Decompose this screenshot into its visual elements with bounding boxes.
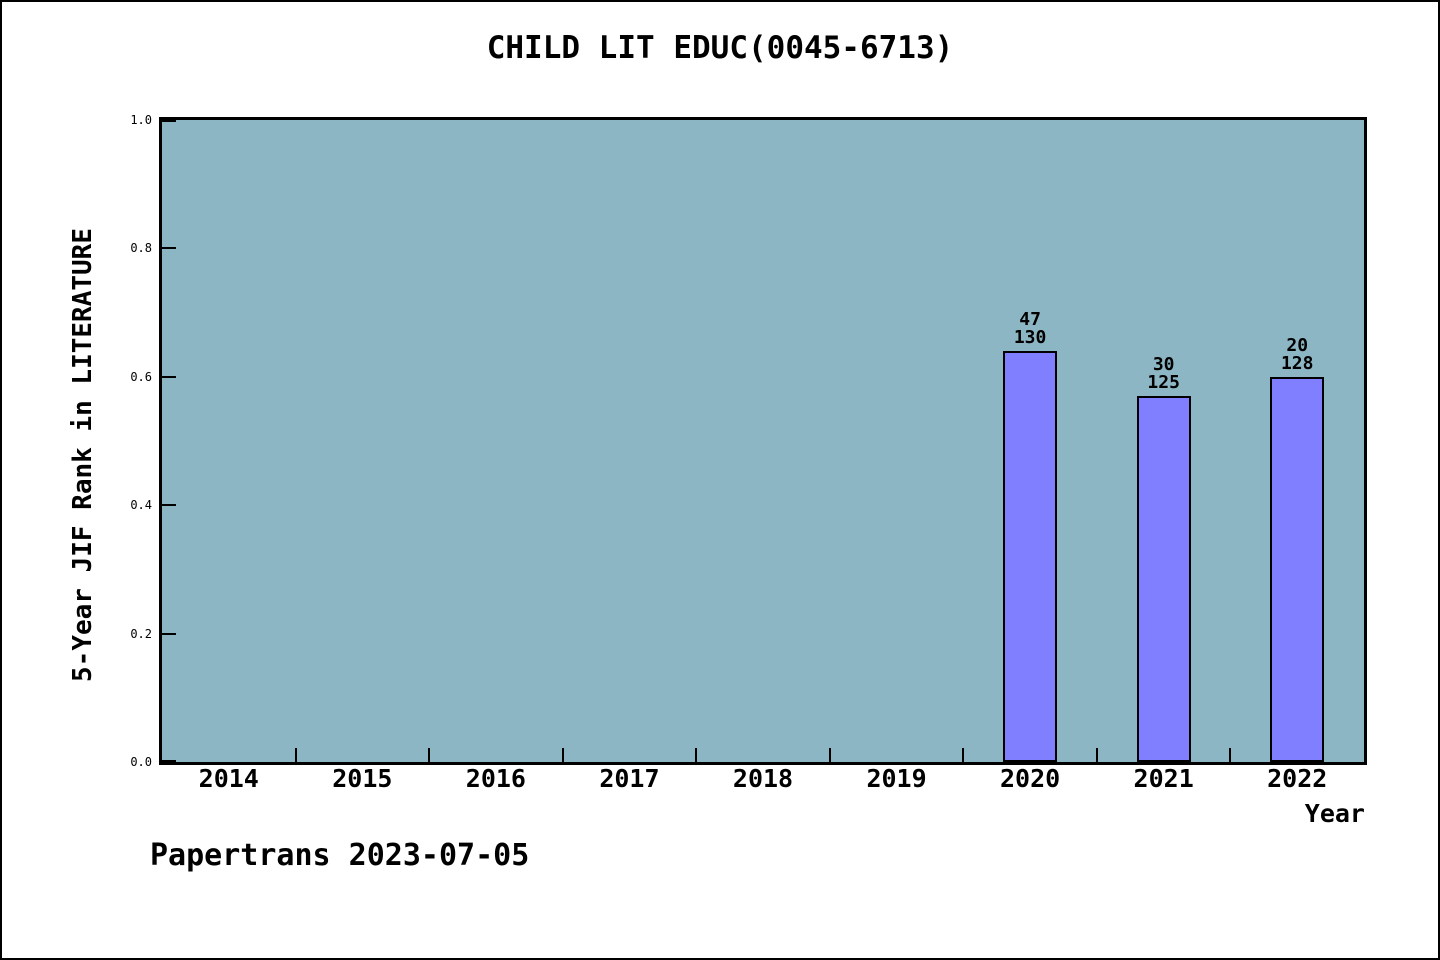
- x-tick-label-2018: 2018: [732, 764, 794, 793]
- x-axis-title: Year: [1304, 799, 1365, 828]
- bar-2022: [1270, 376, 1325, 762]
- bar-rank: 47: [1019, 309, 1041, 331]
- y-tick-label: 0.0: [130, 755, 152, 769]
- footer-watermark: Papertrans 2023-07-05: [150, 838, 530, 873]
- plot-area: 47 130 30 125 20 128: [159, 117, 1367, 765]
- y-axis-tick: [162, 504, 176, 507]
- bar-value-label-2022: 20 128: [1237, 334, 1357, 374]
- bar-total: 125: [1147, 372, 1180, 394]
- bar-value-label-2020: 47 130: [970, 311, 1090, 347]
- y-axis-tick: [162, 247, 176, 250]
- y-tick-label: 0.4: [130, 498, 152, 513]
- x-tick-label-2016: 2016: [465, 764, 526, 793]
- x-tick-label-2019: 2019: [866, 764, 927, 793]
- x-tick-label-2020: 2020: [1000, 764, 1061, 793]
- bar-2020: [1003, 351, 1058, 762]
- y-axis-tick: [162, 375, 176, 378]
- x-tick-label-2015: 2015: [332, 764, 393, 793]
- x-axis-tick: [962, 748, 965, 762]
- x-tick-label-2017: 2017: [599, 764, 660, 793]
- x-axis-tick: [695, 748, 698, 762]
- x-tick-label-2014: 2014: [198, 764, 259, 793]
- x-axis-tick: [1229, 748, 1232, 762]
- y-tick-label: 0.8: [130, 241, 152, 256]
- x-axis-tick: [294, 748, 297, 762]
- bar-rank: 30: [1152, 354, 1175, 376]
- y-axis-tick: [162, 120, 176, 122]
- chart-title: CHILD LIT EDUC(0045-6713): [486, 30, 954, 66]
- y-axis-tick: [162, 632, 176, 635]
- plot-inner: 47 130 30 125 20 128: [162, 120, 1364, 762]
- x-tick-label-2021: 2021: [1133, 764, 1194, 793]
- x-axis-tick: [428, 748, 431, 762]
- bar-rank: 20: [1286, 334, 1309, 356]
- x-tick-label-2022: 2022: [1267, 764, 1328, 793]
- x-axis-tick: [828, 748, 831, 762]
- bar-2021: [1136, 396, 1191, 762]
- bar-value-label-2021: 30 125: [1104, 356, 1224, 392]
- x-axis-tick: [1095, 748, 1098, 762]
- x-axis-tick: [561, 748, 564, 762]
- y-tick-label: 1.0: [130, 113, 152, 127]
- y-tick-label: 0.2: [130, 626, 152, 641]
- bar-total: 130: [1013, 327, 1047, 349]
- y-axis-tick: [162, 760, 176, 762]
- y-axis-title: 5-Year JIF Rank in LITERATURE: [68, 228, 98, 682]
- y-tick-label: 0.6: [130, 369, 152, 384]
- bar-total: 128: [1280, 352, 1314, 374]
